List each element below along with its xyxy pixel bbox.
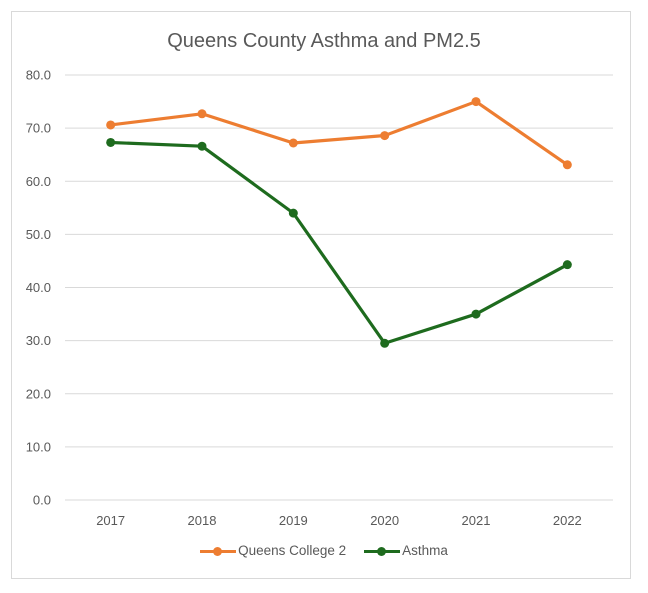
data-point[interactable] — [288, 208, 298, 218]
data-point[interactable] — [562, 160, 572, 170]
y-tick-label: 70.0 — [26, 121, 51, 136]
data-point[interactable] — [197, 109, 207, 119]
legend-label: Asthma — [402, 543, 448, 558]
y-tick-label: 80.0 — [26, 68, 51, 83]
series-line — [109, 140, 569, 345]
data-point[interactable] — [380, 131, 390, 141]
y-tick-label: 20.0 — [26, 386, 51, 401]
x-tick-label: 2019 — [279, 513, 308, 528]
data-point[interactable] — [380, 338, 390, 348]
series-line — [109, 99, 569, 167]
x-tick-label: 2022 — [553, 513, 582, 528]
legend-label: Queens College 2 — [238, 543, 347, 558]
data-point[interactable] — [288, 138, 298, 148]
x-tick-label: 2018 — [188, 513, 217, 528]
series-queens-college-2 — [106, 97, 572, 170]
data-point[interactable] — [197, 141, 207, 151]
y-tick-label: 30.0 — [26, 333, 51, 348]
y-tick-label: 0.0 — [33, 493, 51, 508]
data-point[interactable] — [471, 97, 481, 107]
legend-swatch-queens-college-2 — [200, 545, 237, 557]
data-point[interactable] — [562, 260, 572, 270]
legend-item-asthma[interactable]: Asthma — [364, 543, 448, 558]
series-asthma — [106, 137, 572, 348]
legend: Queens College 2 Asthma — [0, 543, 648, 558]
legend-item-queens-college-2[interactable]: Queens College 2 — [200, 543, 346, 558]
data-point[interactable] — [106, 137, 116, 147]
y-tick-label: 60.0 — [26, 174, 51, 189]
x-tick-label: 2021 — [462, 513, 491, 528]
chart-area — [11, 11, 631, 579]
data-point[interactable] — [471, 309, 481, 319]
x-tick-label: 2020 — [370, 513, 399, 528]
x-tick-label: 2017 — [96, 513, 125, 528]
y-tick-label: 40.0 — [26, 280, 51, 295]
legend-swatch-asthma — [364, 545, 401, 557]
data-point[interactable] — [106, 120, 116, 130]
chart-title: Queens County Asthma and PM2.5 — [167, 30, 481, 52]
y-tick-label: 10.0 — [26, 439, 51, 454]
y-tick-label: 50.0 — [26, 227, 51, 242]
